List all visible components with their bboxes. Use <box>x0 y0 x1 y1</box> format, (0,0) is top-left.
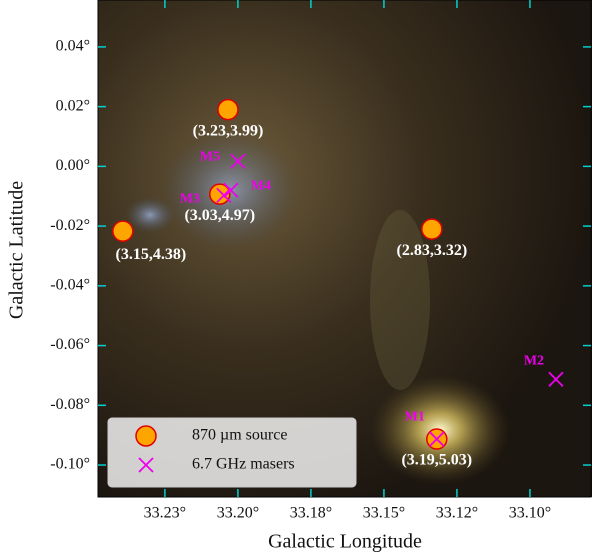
point-label: M3 <box>180 192 200 207</box>
y-tick-label: -0.04° <box>50 277 90 294</box>
marker-circle <box>422 219 442 239</box>
point-label: M4 <box>251 178 271 193</box>
point-label: M1 <box>405 409 425 424</box>
point-label: (3.23,3.99) <box>193 122 264 139</box>
y-tick-label: 0.02° <box>56 97 90 114</box>
marker-circle <box>113 221 133 241</box>
marker-circle <box>136 426 156 446</box>
y-tick-label: -0.02° <box>50 217 90 234</box>
point-label: M5 <box>200 150 220 165</box>
y-axis-label: Galactic Latitude <box>6 181 28 319</box>
x-tick-label: 33.15° <box>363 505 405 522</box>
point-label: (3.15,4.38) <box>115 246 186 263</box>
point-label: M2 <box>524 354 544 369</box>
legend-label: 6.7 GHz masers <box>192 456 295 473</box>
point-label: (2.83,3.32) <box>396 242 467 259</box>
x-axis-label: Galactic Longitude <box>268 531 422 553</box>
legend: 870 µm source 6.7 GHz masers <box>108 418 356 487</box>
marker-circle <box>218 100 238 120</box>
legend-label: 870 µm source <box>192 427 287 444</box>
y-tick-label: 0.00° <box>56 157 90 174</box>
x-tick-label: 33.18° <box>290 505 332 522</box>
point-label: (3.03,4.97) <box>184 207 255 224</box>
y-tick-label: -0.08° <box>50 396 90 413</box>
x-tick-label: 33.10° <box>509 505 551 522</box>
chart: Galactic Longitude Galactic Latitude 33.… <box>0 0 592 557</box>
x-tick-label: 33.23° <box>144 505 186 522</box>
x-tick-label: 33.12° <box>436 505 478 522</box>
x-tick-label: 33.20° <box>217 505 259 522</box>
point-label: (3.19,5.03) <box>401 452 472 469</box>
y-tick-label: -0.10° <box>50 456 90 473</box>
y-tick-label: -0.06° <box>50 336 90 353</box>
y-tick-label: 0.04° <box>56 38 90 55</box>
